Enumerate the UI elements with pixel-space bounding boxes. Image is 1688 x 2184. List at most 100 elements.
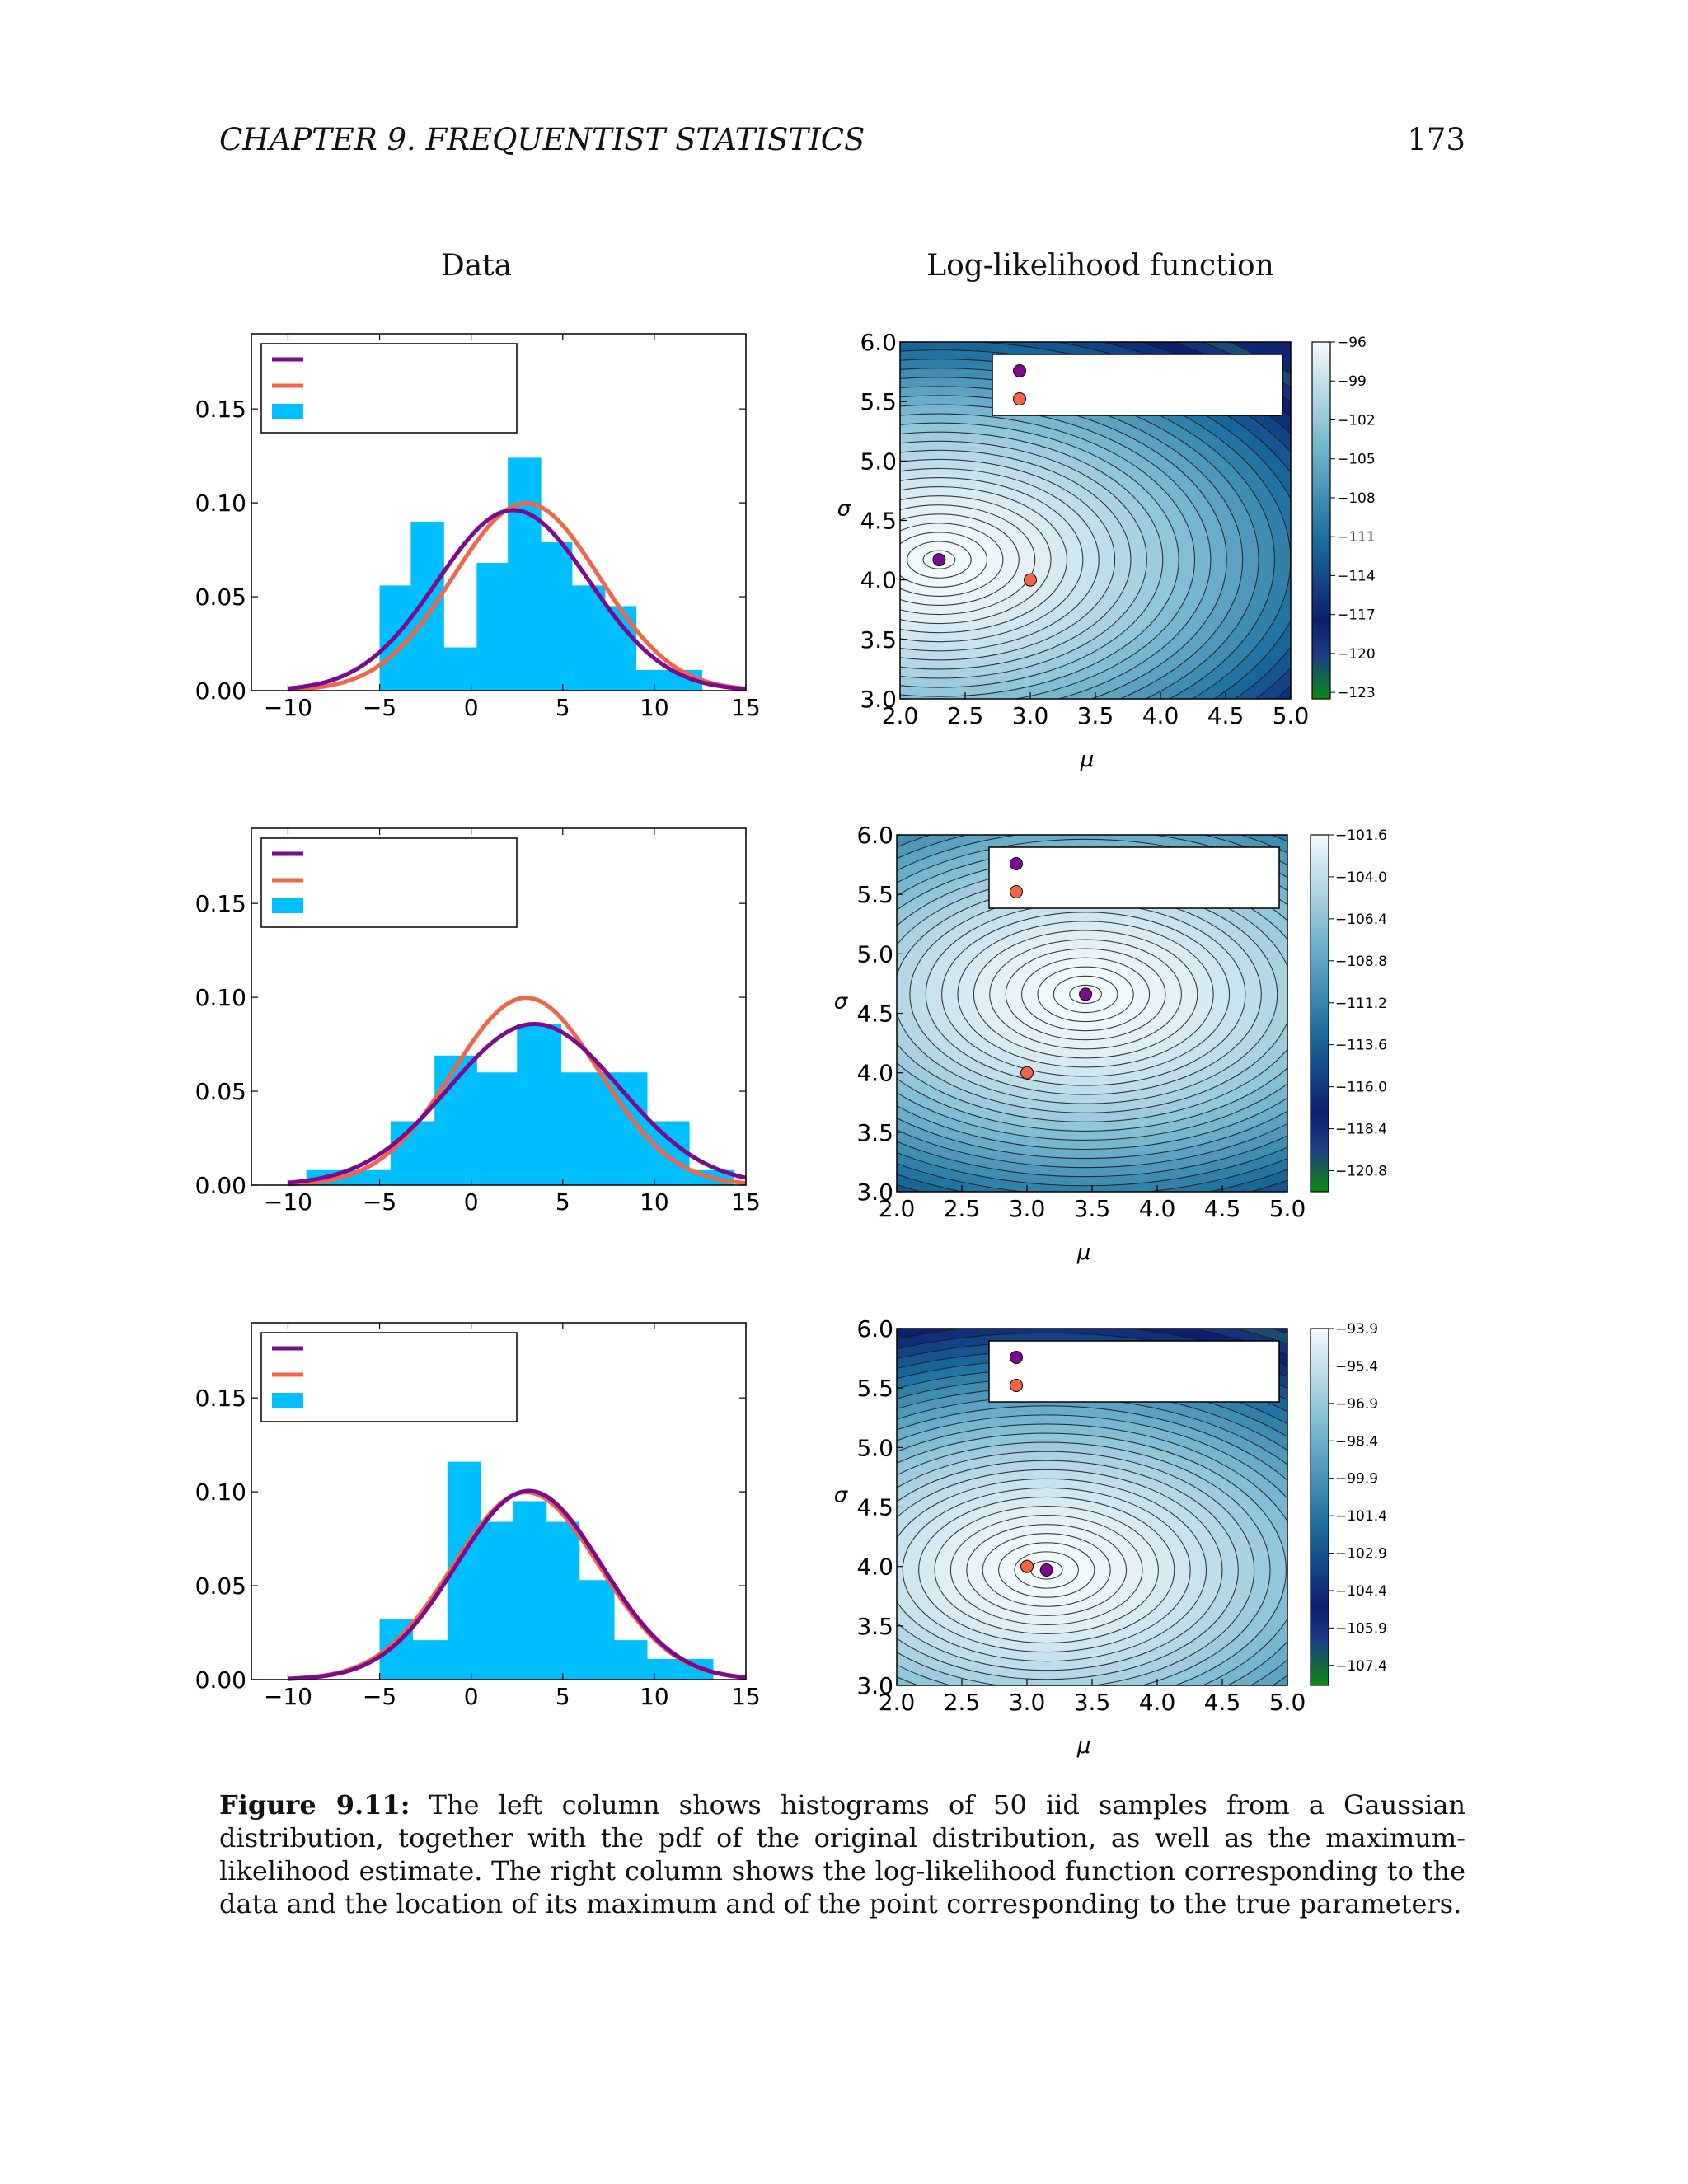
x-tick-label: 2.5 xyxy=(944,1195,981,1222)
y-tick-label: 0.00 xyxy=(195,1666,246,1694)
colorbar-tick-label: −114 xyxy=(1337,568,1376,584)
x-tick-label: 3.0 xyxy=(1009,1195,1046,1222)
histogram-bar xyxy=(410,521,444,691)
y-tick-label: 4.0 xyxy=(860,567,897,594)
y-tick-label: 5.5 xyxy=(856,1375,893,1402)
histogram-bar xyxy=(647,1121,690,1185)
figure-caption: Figure 9.11: The left column shows histo… xyxy=(219,1788,1465,1920)
histogram-bar xyxy=(508,457,542,691)
y-tick-label: 0.00 xyxy=(195,1172,246,1199)
y-tick-label: 5.5 xyxy=(856,881,893,908)
y-tick-label: 5.5 xyxy=(860,388,897,415)
histogram-bar xyxy=(579,1580,615,1680)
x-axis-label: μ xyxy=(1080,748,1095,772)
colorbar-tick-label: −120 xyxy=(1337,646,1376,663)
colorbar-tick-label: −101.6 xyxy=(1335,827,1387,844)
x-tick-label: 2.0 xyxy=(879,1195,916,1222)
y-tick-label: 0.10 xyxy=(195,490,246,517)
legend-box xyxy=(988,1340,1280,1403)
heatmap-area xyxy=(900,342,1291,699)
y-tick-label: 0.05 xyxy=(195,1572,246,1600)
x-tick-label: 2.5 xyxy=(947,702,984,729)
loglik-panel-1: 2.0 2.5 3.0 3.5 4.0 4.5 5.0 3.0 3.5 4.0 4.5 5.0 5.5 6… xyxy=(837,329,1376,772)
x-tick-label: 5.0 xyxy=(1269,1689,1306,1716)
left-column-title: Data xyxy=(440,249,513,283)
x-tick-label: 4.5 xyxy=(1204,1689,1241,1716)
histogram-bar xyxy=(604,606,637,691)
histogram-panel-1: −10 −5 0 5 10 15 0.00 0.05 0.10 0.15 xyxy=(195,333,761,721)
colorbar-tick-label: −99.9 xyxy=(1335,1471,1378,1488)
histogram-bar xyxy=(513,1501,547,1680)
colorbar-tick-label: −113.6 xyxy=(1335,1038,1387,1054)
histogram-bar xyxy=(541,541,573,691)
colorbar: −93.9 −95.4 −96.9 −98.4 −99.9 −101.4 −102.9 −10… xyxy=(1310,1321,1387,1686)
y-tick-label: 5.0 xyxy=(860,448,897,475)
histogram-legend xyxy=(260,837,518,928)
true-parameter-marker xyxy=(1020,1559,1034,1573)
legend-estimated-marker xyxy=(1010,1351,1023,1364)
y-tick-label: 4.5 xyxy=(856,1494,893,1521)
histogram-bar xyxy=(480,1521,514,1680)
plot-frame xyxy=(251,333,747,691)
x-tick-label: 5.0 xyxy=(1273,702,1310,729)
colorbar-tick-label: −96 xyxy=(1337,335,1367,351)
x-axis-label: μ xyxy=(1076,1734,1091,1759)
x-tick-label: 4.5 xyxy=(1207,702,1245,729)
caption-text: The left column shows histograms of 50 i… xyxy=(219,1789,1466,1919)
loglik-panel-3: 2.0 2.5 3.0 3.5 4.0 4.5 5.0 3.0 3.5 4.0 4.5 5.0 5.5 6… xyxy=(834,1315,1387,1759)
loglik-legend xyxy=(988,1340,1280,1403)
x-tick-label: −10 xyxy=(264,1683,312,1710)
y-tick-label: 3.5 xyxy=(856,1613,893,1640)
x-tick-label: 4.0 xyxy=(1139,1689,1176,1716)
estimated-parameter-marker xyxy=(932,553,946,567)
true-parameter-marker xyxy=(1020,1066,1034,1080)
colorbar-tick-label: −102.9 xyxy=(1335,1546,1387,1563)
x-tick-label: −10 xyxy=(264,1188,312,1216)
histogram-panel-2: −10 −5 0 5 10 15 0.00 0.05 0.10 0.15 xyxy=(195,827,761,1216)
colorbar: −96 −99 −102 −105 −108 −111 −114 −117 −120 −123 xyxy=(1311,335,1376,701)
colorbar-strip xyxy=(1310,834,1329,1193)
right-column-title: Log-likelihood function xyxy=(926,249,1274,283)
colorbar-strip xyxy=(1310,1328,1329,1686)
x-tick-label: 2.5 xyxy=(944,1689,981,1716)
colorbar-tick-label: −93.9 xyxy=(1335,1321,1378,1338)
colorbar-tick-label: −95.4 xyxy=(1335,1358,1378,1375)
y-tick-label: 6.0 xyxy=(856,1315,893,1343)
loglik-legend xyxy=(988,846,1280,909)
x-tick-label: 3.5 xyxy=(1074,1195,1111,1222)
x-tick-label: 10 xyxy=(640,694,669,721)
y-axis-label: σ xyxy=(834,1483,849,1508)
legend-box xyxy=(992,354,1283,416)
y-tick-label: 3.0 xyxy=(860,686,897,713)
x-tick-label: −5 xyxy=(363,1188,396,1216)
x-tick-label: 4.5 xyxy=(1204,1195,1241,1222)
legend-true-marker xyxy=(1010,1379,1023,1392)
legend-data-swatch xyxy=(272,1393,303,1408)
legend-box xyxy=(260,1332,518,1422)
x-tick-label: 15 xyxy=(731,1188,761,1216)
legend-true-marker xyxy=(1013,392,1026,405)
y-tick-label: 6.0 xyxy=(860,329,897,356)
histogram-bar xyxy=(412,1640,448,1680)
x-tick-label: 10 xyxy=(640,1683,669,1710)
colorbar-tick-label: −104.4 xyxy=(1335,1583,1387,1600)
estimated-parameter-marker xyxy=(1079,987,1093,1001)
y-tick-label: 0.15 xyxy=(195,890,246,917)
page-number: 173 xyxy=(1407,122,1465,157)
y-tick-label: 0.05 xyxy=(195,1078,246,1105)
colorbar-tick-label: −106.4 xyxy=(1335,912,1387,928)
x-axis-label: μ xyxy=(1076,1240,1091,1265)
colorbar-tick-label: −96.9 xyxy=(1335,1396,1378,1413)
y-tick-label: 0.10 xyxy=(195,984,246,1011)
x-tick-label: 15 xyxy=(731,1683,761,1710)
colorbar-tick-label: −118.4 xyxy=(1335,1122,1387,1138)
plot-frame xyxy=(251,1322,747,1680)
colorbar-tick-label: −116.0 xyxy=(1335,1080,1387,1096)
y-tick-label: 3.5 xyxy=(860,626,897,654)
y-tick-label: 3.5 xyxy=(856,1119,893,1146)
heatmap-area xyxy=(897,1329,1287,1685)
loglik-legend xyxy=(992,354,1283,416)
histogram-bar xyxy=(614,1640,648,1680)
plot-frame xyxy=(251,827,747,1186)
colorbar: −101.6 −104.0 −106.4 −108.8 −111.2 −113.6 −116… xyxy=(1310,827,1387,1193)
